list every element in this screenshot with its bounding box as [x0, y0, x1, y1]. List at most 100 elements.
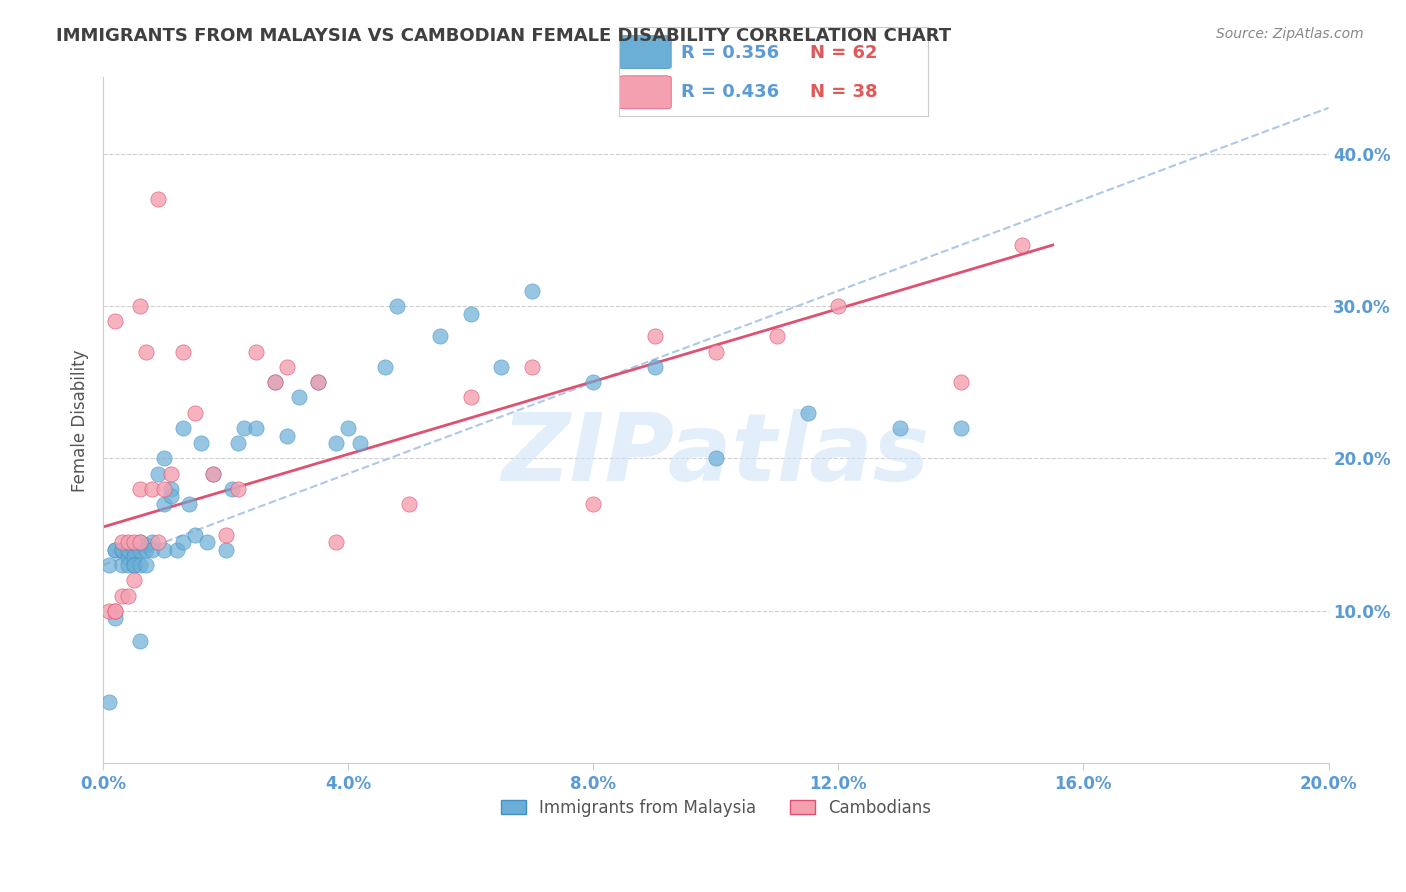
Text: IMMIGRANTS FROM MALAYSIA VS CAMBODIAN FEMALE DISABILITY CORRELATION CHART: IMMIGRANTS FROM MALAYSIA VS CAMBODIAN FE…	[56, 27, 952, 45]
Point	[644, 359, 666, 374]
Point	[172, 344, 194, 359]
Point	[135, 542, 157, 557]
Point	[104, 604, 127, 618]
Point	[190, 436, 212, 450]
Point	[148, 535, 170, 549]
Point	[128, 542, 150, 557]
FancyBboxPatch shape	[619, 36, 671, 69]
Point	[148, 467, 170, 481]
Legend: Immigrants from Malaysia, Cambodians: Immigrants from Malaysia, Cambodians	[494, 792, 938, 823]
Text: R = 0.356: R = 0.356	[681, 44, 779, 62]
Point	[263, 375, 285, 389]
Point	[122, 542, 145, 557]
Point	[288, 391, 311, 405]
Point	[704, 451, 727, 466]
Point	[159, 490, 181, 504]
Point	[195, 535, 218, 549]
Point	[184, 527, 207, 541]
Point	[159, 482, 181, 496]
Point	[128, 299, 150, 313]
Point	[98, 695, 121, 709]
Point	[110, 542, 132, 557]
Point	[104, 542, 127, 557]
Point	[184, 406, 207, 420]
Point	[337, 421, 360, 435]
Point	[141, 482, 163, 496]
Point	[117, 550, 139, 565]
Point	[104, 611, 127, 625]
Y-axis label: Female Disability: Female Disability	[72, 349, 89, 491]
Point	[215, 542, 238, 557]
Point	[122, 558, 145, 572]
Point	[202, 467, 225, 481]
Text: N = 38: N = 38	[810, 83, 877, 101]
Point	[387, 299, 409, 313]
Point	[233, 421, 256, 435]
Point	[98, 604, 121, 618]
Point	[135, 344, 157, 359]
Point	[582, 497, 605, 511]
Point	[128, 482, 150, 496]
FancyBboxPatch shape	[619, 76, 671, 109]
Point	[491, 359, 513, 374]
Point	[644, 329, 666, 343]
Point	[221, 482, 243, 496]
Point	[110, 589, 132, 603]
Point	[148, 192, 170, 206]
Point	[122, 558, 145, 572]
Point	[122, 550, 145, 565]
Point	[263, 375, 285, 389]
Point	[110, 535, 132, 549]
Point	[429, 329, 451, 343]
Point	[202, 467, 225, 481]
Point	[117, 542, 139, 557]
Point	[1011, 238, 1033, 252]
Point	[245, 421, 267, 435]
Point	[135, 558, 157, 572]
Point	[159, 467, 181, 481]
Point	[796, 406, 818, 420]
Point	[172, 421, 194, 435]
Point	[166, 542, 188, 557]
Point	[398, 497, 420, 511]
Point	[325, 535, 347, 549]
Text: N = 62: N = 62	[810, 44, 877, 62]
Point	[520, 284, 543, 298]
Point	[307, 375, 329, 389]
Point	[110, 542, 132, 557]
Point	[460, 307, 482, 321]
Point	[520, 359, 543, 374]
Point	[104, 314, 127, 328]
Point	[177, 497, 200, 511]
Point	[949, 375, 972, 389]
Point	[153, 542, 176, 557]
Point	[172, 535, 194, 549]
Point	[153, 497, 176, 511]
Text: R = 0.436: R = 0.436	[681, 83, 779, 101]
Point	[827, 299, 849, 313]
Point	[117, 558, 139, 572]
Point	[122, 535, 145, 549]
Point	[276, 359, 298, 374]
Point	[141, 542, 163, 557]
Point	[226, 482, 249, 496]
Point	[276, 428, 298, 442]
Point	[128, 535, 150, 549]
Point	[307, 375, 329, 389]
Point	[949, 421, 972, 435]
Point	[325, 436, 347, 450]
Point	[153, 451, 176, 466]
Point	[226, 436, 249, 450]
Point	[141, 535, 163, 549]
Point	[245, 344, 267, 359]
Point	[889, 421, 911, 435]
Point	[128, 634, 150, 648]
Point	[104, 542, 127, 557]
Point	[374, 359, 396, 374]
Point	[98, 558, 121, 572]
Point	[117, 535, 139, 549]
Point	[110, 558, 132, 572]
Point	[349, 436, 371, 450]
Point	[582, 375, 605, 389]
Point	[128, 558, 150, 572]
